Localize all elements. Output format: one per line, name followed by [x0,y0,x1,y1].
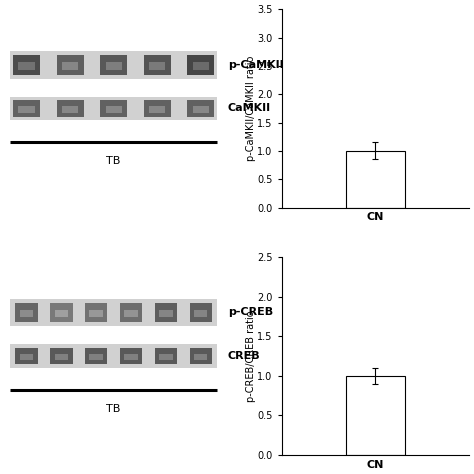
Y-axis label: p-CaMKII/CaMKII ratio: p-CaMKII/CaMKII ratio [246,56,255,161]
Bar [155,303,177,322]
Bar [144,55,171,74]
Bar [149,62,165,70]
Bar [187,100,214,117]
Bar [62,62,78,70]
Bar [13,100,40,117]
Bar [187,55,214,74]
Bar [62,106,78,113]
Bar [155,348,177,365]
Bar [159,310,173,317]
Bar [18,62,35,70]
Bar [56,100,83,117]
Bar [55,354,68,360]
Bar [85,348,108,365]
Bar [10,299,217,326]
Bar [55,310,68,317]
Bar [194,310,208,317]
Bar [15,348,38,365]
Bar [144,100,171,117]
Bar [124,310,138,317]
Bar [13,55,40,74]
Bar [106,106,122,113]
Bar [85,303,108,322]
Bar [149,106,165,113]
Bar [124,354,138,360]
Bar [20,310,33,317]
Bar [18,106,35,113]
Bar [194,354,208,360]
Bar [100,55,127,74]
Bar [106,62,122,70]
Bar [346,376,405,455]
Bar [190,303,212,322]
Bar [100,100,127,117]
Bar [15,303,38,322]
Text: CREB: CREB [228,351,261,361]
Bar [192,62,209,70]
Bar [190,348,212,365]
Bar [20,354,33,360]
Text: TB: TB [107,403,121,413]
Bar [10,97,217,120]
Bar [50,348,73,365]
Y-axis label: p-CREB/CREB ratio: p-CREB/CREB ratio [246,310,255,402]
Text: TB: TB [107,156,121,166]
Bar [192,106,209,113]
Bar [90,310,103,317]
Text: p-CaMKII: p-CaMKII [228,60,283,70]
Bar [120,303,142,322]
Bar [346,151,405,208]
Bar [159,354,173,360]
Bar [10,344,217,368]
Bar [10,51,217,79]
Bar [56,55,83,74]
Bar [90,354,103,360]
Bar [120,348,142,365]
Text: p-CREB: p-CREB [228,308,273,318]
Text: CaMKII: CaMKII [228,103,271,113]
Bar [50,303,73,322]
